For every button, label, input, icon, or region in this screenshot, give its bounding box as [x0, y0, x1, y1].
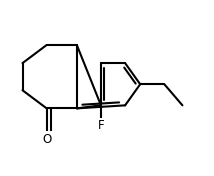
Text: F: F — [98, 119, 104, 132]
Text: O: O — [42, 133, 51, 146]
